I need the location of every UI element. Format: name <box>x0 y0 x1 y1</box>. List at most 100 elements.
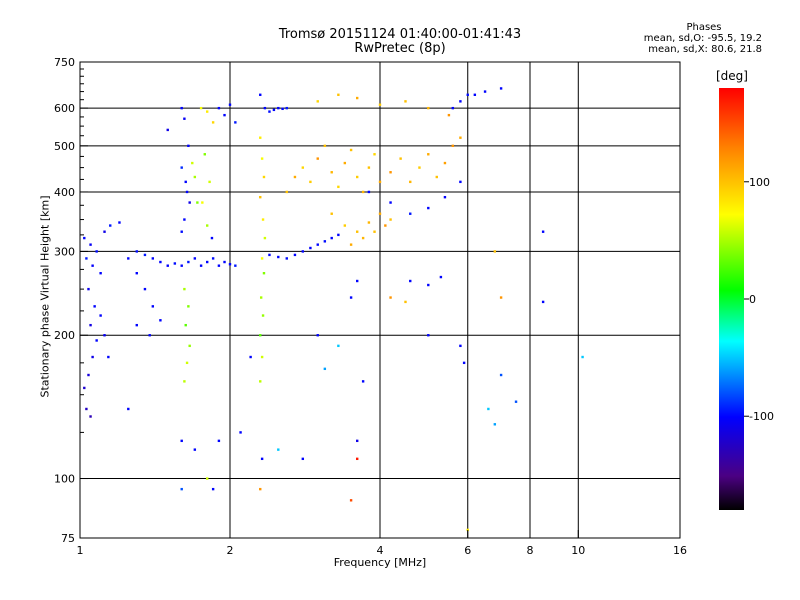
data-point <box>259 487 262 491</box>
data-point <box>210 236 214 240</box>
data-point <box>166 128 169 132</box>
y-tick-label: 500 <box>54 140 75 153</box>
data-point <box>399 157 402 160</box>
data-point <box>439 275 443 279</box>
data-point <box>483 90 487 93</box>
y-tick-label: 300 <box>54 245 75 258</box>
data-point <box>367 166 371 169</box>
data-point <box>277 106 280 110</box>
data-point <box>223 260 226 264</box>
data-point <box>330 171 333 174</box>
data-point <box>581 355 584 359</box>
x-tick-label: 10 <box>571 544 585 557</box>
data-point <box>447 113 451 117</box>
data-point <box>180 166 183 169</box>
phase-stats-o-mode: mean, sd,O: -95.5, 19.2 <box>643 33 762 44</box>
y-tick-label: 750 <box>54 56 75 69</box>
data-point <box>159 260 162 264</box>
data-point <box>83 236 86 240</box>
data-point <box>384 224 387 227</box>
data-point <box>234 264 237 267</box>
data-point <box>262 272 266 275</box>
data-point <box>281 107 284 111</box>
data-point <box>462 361 466 365</box>
data-point <box>349 296 353 299</box>
data-point <box>409 180 412 184</box>
data-point <box>466 528 469 532</box>
data-point <box>459 136 462 139</box>
data-point <box>409 212 412 215</box>
data-point <box>349 148 353 152</box>
data-point <box>143 287 147 291</box>
data-point <box>355 230 359 233</box>
data-point <box>127 407 130 411</box>
data-point <box>541 300 545 304</box>
data-point <box>228 263 232 266</box>
data-point <box>330 212 333 215</box>
data-point <box>201 201 204 204</box>
data-point <box>435 175 438 179</box>
data-point <box>127 257 130 260</box>
data-point <box>260 457 264 461</box>
data-point <box>261 314 265 317</box>
data-point <box>330 236 333 240</box>
data-point <box>337 344 340 348</box>
data-point <box>427 206 430 210</box>
data-point <box>217 106 221 110</box>
data-point <box>193 448 197 451</box>
data-point <box>316 100 319 103</box>
data-point <box>187 305 190 308</box>
data-point <box>187 144 190 148</box>
data-point <box>443 195 447 199</box>
data-point <box>259 93 262 96</box>
data-point <box>259 380 262 383</box>
chart-subtitle: RwPretec (8p) <box>354 41 446 56</box>
data-point <box>499 296 503 299</box>
data-point <box>427 334 430 337</box>
data-point <box>185 190 189 194</box>
data-point <box>87 287 90 291</box>
data-point <box>361 236 365 240</box>
data-point <box>389 296 392 299</box>
data-point <box>541 230 545 233</box>
colorbar-ticks: 100 0 -100 <box>744 176 774 423</box>
data-point <box>261 218 265 221</box>
data-point <box>91 355 94 359</box>
data-point <box>389 201 392 204</box>
data-point <box>249 355 252 359</box>
data-point <box>99 272 102 275</box>
data-point <box>499 87 503 90</box>
data-point <box>323 240 327 243</box>
data-point <box>337 233 340 237</box>
data-point <box>301 457 305 461</box>
data-point <box>378 103 382 106</box>
data-point <box>473 93 477 96</box>
x-tick-label: 6 <box>464 544 471 557</box>
colorbar-tick-label: 100 <box>749 176 770 189</box>
x-tick-label: 8 <box>527 544 534 557</box>
data-point <box>337 93 340 96</box>
data-point <box>188 344 191 348</box>
data-point <box>293 175 297 179</box>
data-point <box>183 218 186 221</box>
data-points <box>83 87 584 532</box>
data-point <box>263 236 267 240</box>
data-point <box>95 250 98 253</box>
data-point <box>185 361 189 365</box>
phase-stats: Phases mean, sd,O: -95.5, 19.2 mean, sd,… <box>602 22 762 55</box>
data-point <box>373 230 376 233</box>
data-point <box>293 253 297 257</box>
data-point <box>135 272 138 275</box>
data-point <box>451 106 455 110</box>
data-point <box>180 487 183 491</box>
data-point <box>85 407 88 411</box>
data-point <box>228 103 232 106</box>
data-point <box>183 380 186 383</box>
data-point <box>103 230 106 233</box>
data-point <box>148 334 151 337</box>
data-point <box>199 264 203 267</box>
phase-stats-header: Phases <box>686 22 722 33</box>
data-point <box>196 201 199 204</box>
data-point <box>205 110 209 113</box>
